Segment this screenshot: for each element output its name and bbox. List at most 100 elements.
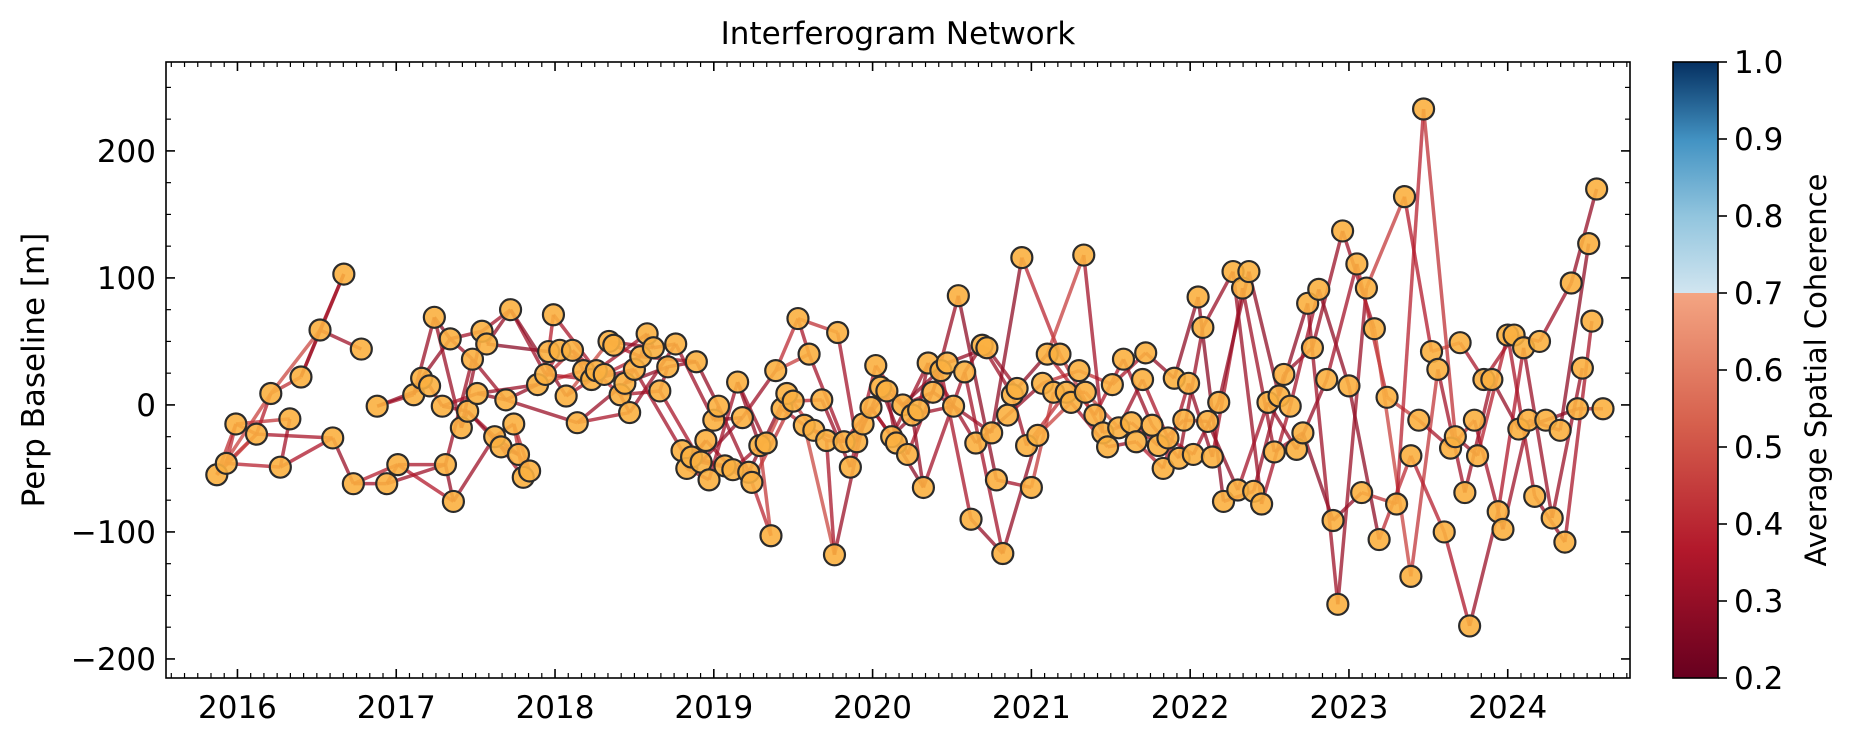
acquisition-point <box>268 455 292 479</box>
acquisition-point <box>438 327 462 351</box>
acquisition-point <box>494 388 518 412</box>
acquisition-point <box>1300 336 1325 360</box>
interferogram-pair-line <box>1421 108 1458 437</box>
interferogram-pair-line <box>1172 296 1200 379</box>
acquisition-point <box>1345 252 1369 276</box>
acquisition-point <box>1577 232 1601 256</box>
acquisition-point <box>759 524 783 548</box>
acquisition-point <box>1384 492 1409 516</box>
acquisition-point <box>1411 97 1436 121</box>
colorbar: 0.2 0.3 0.4 0.5 0.6 0.7 0.8 0.9 1.0 Average Spat… <box>1672 45 1833 697</box>
y-tick-label: 0 <box>136 388 156 424</box>
plot-area <box>205 97 1615 638</box>
acquisition-point <box>864 353 888 378</box>
acquisition-point <box>641 336 666 360</box>
acquisition-point <box>694 428 718 453</box>
interferogram-pair-line <box>956 295 999 481</box>
y-tick-label: 100 <box>97 261 156 297</box>
colorbar-tick-label: 0.7 <box>1734 276 1783 312</box>
acquisition-point <box>1186 285 1210 309</box>
interferogram-pair-line <box>505 398 578 425</box>
interferogram-pair-line <box>1394 108 1426 505</box>
acquisition-point <box>1350 480 1374 505</box>
acquisition-point <box>1491 517 1515 541</box>
acquisition-point <box>946 284 970 308</box>
acquisition-point <box>1072 243 1096 267</box>
acquisition-point <box>1019 475 1043 500</box>
acquisition-point <box>618 400 642 425</box>
acquisition-point <box>1354 276 1379 300</box>
acquisition-point <box>1480 367 1504 392</box>
interferogram-pair-line <box>1558 243 1591 431</box>
interferogram-pair-line <box>802 424 837 556</box>
interferogram-pair-line <box>1317 288 1351 387</box>
acquisition-point <box>433 453 458 477</box>
acquisition-point <box>726 370 750 394</box>
x-tick-label: 2016 <box>198 690 277 726</box>
acquisition-point <box>781 389 805 413</box>
acquisition-point <box>1540 506 1564 530</box>
acquisition-point <box>565 411 589 435</box>
acquisition-point <box>1375 385 1399 409</box>
acquisition-points <box>205 97 1615 638</box>
acquisition-point <box>895 442 920 467</box>
acquisition-point <box>375 472 399 496</box>
acquisition-point <box>1591 397 1615 421</box>
interferogram-pair-line <box>1409 455 1446 533</box>
x-tick-label: 2017 <box>357 690 436 726</box>
acquisition-point <box>1172 408 1196 432</box>
acquisition-point <box>1130 367 1155 392</box>
acquisition-point <box>1367 527 1391 552</box>
acquisition-point <box>941 394 966 418</box>
acquisition-point <box>1207 390 1231 414</box>
colorbar-tick-label: 0.5 <box>1734 430 1783 466</box>
acquisition-point <box>740 470 764 495</box>
interferogram-pair-line <box>1240 287 1277 453</box>
acquisition-point <box>386 453 410 477</box>
acquisition-point <box>706 394 731 418</box>
x-tick-label: 2022 <box>1151 690 1230 726</box>
colorbar-label: Average Spatial Coherence <box>1799 174 1833 567</box>
acquisition-point <box>1073 380 1097 404</box>
acquisition-point <box>838 455 862 479</box>
acquisition-point <box>341 472 365 496</box>
acquisition-point <box>1010 245 1034 270</box>
acquisition-point <box>1330 219 1355 243</box>
acquisition-point <box>1527 329 1552 354</box>
colorbar-upper-blue <box>1673 62 1718 293</box>
acquisition-point <box>1392 185 1417 209</box>
interferogram-pair-line <box>1347 385 1381 540</box>
interferogram-pair-line <box>1336 287 1369 605</box>
acquisition-point <box>1048 342 1072 366</box>
acquisition-point <box>365 394 389 418</box>
interferogram-pair-line <box>1121 358 1154 426</box>
acquisition-point <box>1140 413 1164 437</box>
acquisition-point <box>697 468 721 492</box>
colorbar-ticks: 0.2 0.3 0.4 0.5 0.6 0.7 0.8 0.9 1.0 <box>1718 45 1783 697</box>
acquisition-point <box>1156 426 1180 450</box>
acquisition-point <box>1399 444 1423 468</box>
y-axis-label: Perp Baseline [m] <box>16 233 52 508</box>
acquisition-point <box>1005 376 1029 401</box>
interferogram-pair-line <box>451 435 497 503</box>
y-tick-label: −100 <box>71 515 156 551</box>
acquisition-point <box>560 338 585 362</box>
acquisition-point <box>475 332 499 356</box>
acquisition-point <box>911 475 936 500</box>
interferogram-pair-line <box>1442 531 1472 627</box>
chart-title: Interferogram Network <box>721 16 1076 52</box>
acquisition-point <box>1307 277 1331 301</box>
acquisition-point <box>984 468 1009 492</box>
acquisition-point <box>506 442 531 467</box>
acquisition-point <box>533 362 558 387</box>
interferogram-pair-line <box>256 432 333 440</box>
acquisition-point <box>684 350 708 374</box>
acquisition-point <box>1458 614 1482 638</box>
acquisition-point <box>1426 357 1450 381</box>
acquisition-point <box>1067 359 1091 383</box>
acquisition-point <box>1548 418 1572 442</box>
colorbar-tick-label: 1.0 <box>1734 45 1783 81</box>
interferogram-pair-line <box>962 371 1005 554</box>
acquisition-point <box>1196 409 1220 434</box>
acquisition-point <box>921 380 945 404</box>
